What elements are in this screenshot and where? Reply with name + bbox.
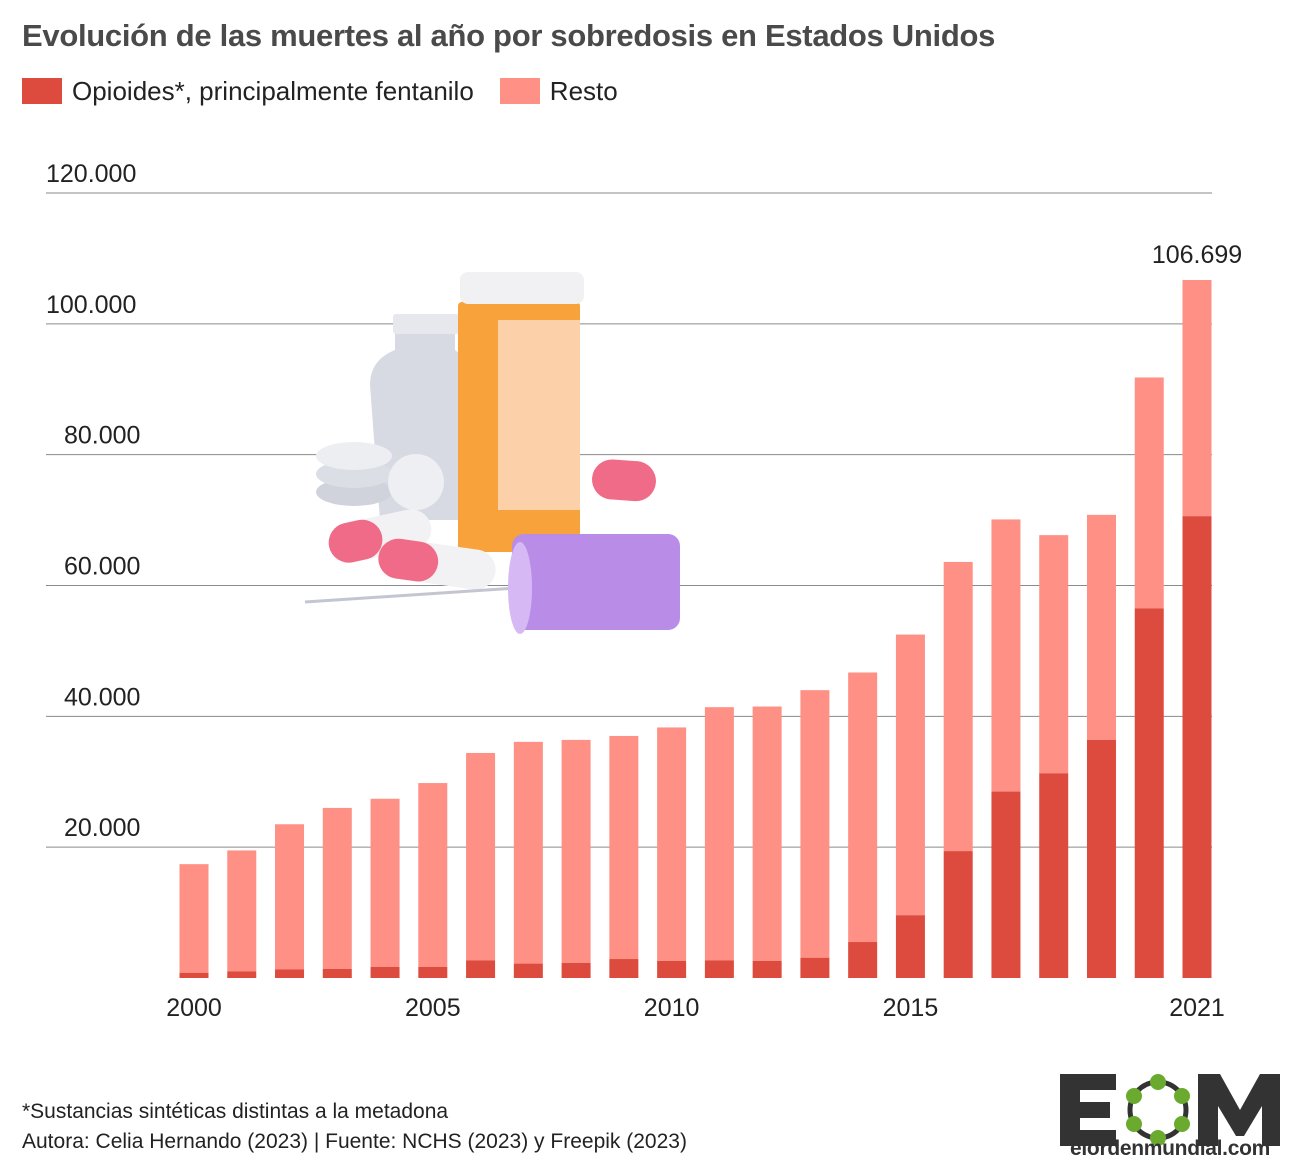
bar-resto-2004	[370, 798, 400, 967]
grey-bottle-cap-icon	[393, 314, 459, 334]
bar-opioides-2014	[848, 942, 878, 978]
bar-resto-2008	[561, 739, 591, 963]
annotations: 106.699	[1152, 241, 1242, 269]
bar-opioides-2006	[466, 960, 496, 978]
bar-opioides-2013	[800, 957, 830, 978]
data-label-total: 106.699	[1152, 241, 1242, 269]
bar-resto-2014	[848, 672, 878, 943]
legend-item-opioides: Opioides*, principalmente fentanilo	[22, 76, 474, 107]
legend-label-opioides: Opioides*, principalmente fentanilo	[72, 75, 474, 106]
bars	[179, 280, 1212, 978]
bar-resto-2005	[418, 783, 448, 967]
brand-url: elordenmundial.com	[1070, 1137, 1270, 1160]
bar-resto-2018	[1039, 535, 1069, 774]
bar-resto-2007	[513, 741, 543, 964]
footnote: *Sustancias sintéticas distintas a la me…	[22, 1100, 449, 1123]
bar-opioides-2021	[1182, 516, 1212, 978]
bar-opioides-2018	[1039, 773, 1069, 978]
syringe-end-icon	[508, 542, 532, 634]
bar-opioides-2009	[609, 959, 639, 978]
bar-opioides-2000	[179, 972, 209, 978]
bar-resto-2010	[657, 727, 687, 961]
syringe-icon	[512, 534, 680, 630]
bar-resto-2020	[1134, 377, 1164, 609]
bar-opioides-2001	[227, 971, 257, 978]
bar-opioides-2016	[943, 851, 973, 978]
bar-opioides-2020	[1134, 608, 1164, 978]
bar-opioides-2008	[561, 962, 591, 978]
bar-resto-2003	[322, 807, 352, 969]
logo-letter-e-icon	[1060, 1074, 1116, 1146]
eom-logo-icon	[1060, 1074, 1280, 1146]
y-tick-label: 80.000	[64, 422, 140, 450]
bar-opioides-2011	[704, 960, 734, 978]
legend: Opioides*, principalmente fentanilo Rest…	[22, 74, 644, 108]
bar-opioides-2003	[322, 968, 352, 978]
y-axis-labels: 20.000 40.000 60.000 80.000 100.000 120.000	[46, 160, 140, 842]
orange-bottle-label-icon	[498, 320, 580, 510]
chart-title: Evolución de las muertes al año por sobr…	[22, 18, 996, 53]
bar-resto-2016	[943, 561, 973, 852]
bar-opioides-2017	[991, 791, 1021, 978]
bar-opioides-2012	[752, 960, 782, 978]
bar-resto-2021	[1182, 280, 1212, 517]
bar-resto-2017	[991, 519, 1021, 792]
x-tick-label: 2010	[644, 994, 700, 1022]
y-tick-label: 100.000	[46, 291, 136, 319]
logo-letter-o-icon	[1126, 1074, 1190, 1146]
x-tick-label: 2000	[166, 994, 222, 1022]
bar-resto-2011	[704, 707, 734, 961]
bar-chart: 20.000 40.000 60.000 80.000 100.000 120.000 2…	[46, 160, 1242, 1022]
pink-capsule-3-icon	[592, 459, 656, 502]
bar-resto-2015	[895, 634, 925, 916]
y-tick-label: 60.000	[64, 553, 140, 581]
y-tick-label: 20.000	[64, 814, 140, 842]
legend-item-resto: Resto	[499, 75, 618, 107]
x-axis-labels: 2000 2005 2010 2015 2021	[166, 994, 1225, 1022]
legend-swatch-opioides	[22, 78, 62, 104]
bar-opioides-2019	[1086, 739, 1116, 978]
bar-resto-2000	[179, 864, 209, 973]
y-tick-label: 120.000	[46, 160, 136, 188]
bar-resto-2012	[752, 706, 782, 961]
y-tick-label: 40.000	[64, 683, 140, 711]
bar-opioides-2007	[513, 963, 543, 978]
bar-resto-2013	[800, 690, 830, 958]
bar-resto-2002	[275, 824, 305, 970]
bar-opioides-2002	[275, 969, 305, 978]
pills-illustration	[304, 272, 680, 634]
bar-resto-2001	[227, 850, 257, 972]
bar-resto-2006	[466, 752, 496, 961]
white-tablet-icon	[388, 454, 444, 510]
orange-bottle-cap-icon	[460, 272, 584, 304]
bar-opioides-2005	[418, 966, 448, 978]
bar-opioides-2004	[370, 966, 400, 978]
credits: Autora: Celia Hernando (2023) | Fuente: …	[22, 1130, 687, 1153]
bar-resto-2009	[609, 735, 639, 960]
pink-capsule-2-icon	[378, 538, 496, 590]
bar-opioides-2015	[895, 915, 925, 978]
logo-letter-m-icon	[1198, 1074, 1280, 1146]
x-tick-label: 2005	[405, 994, 461, 1022]
syringe-needle-icon	[304, 586, 517, 604]
legend-swatch-resto	[499, 78, 540, 104]
x-tick-label: 2021	[1169, 994, 1225, 1022]
legend-label-resto: Resto	[549, 75, 618, 106]
x-tick-label: 2015	[883, 994, 939, 1022]
tablet-stack-top-icon	[316, 442, 392, 470]
bar-opioides-2010	[657, 960, 687, 978]
bar-resto-2019	[1086, 514, 1116, 740]
